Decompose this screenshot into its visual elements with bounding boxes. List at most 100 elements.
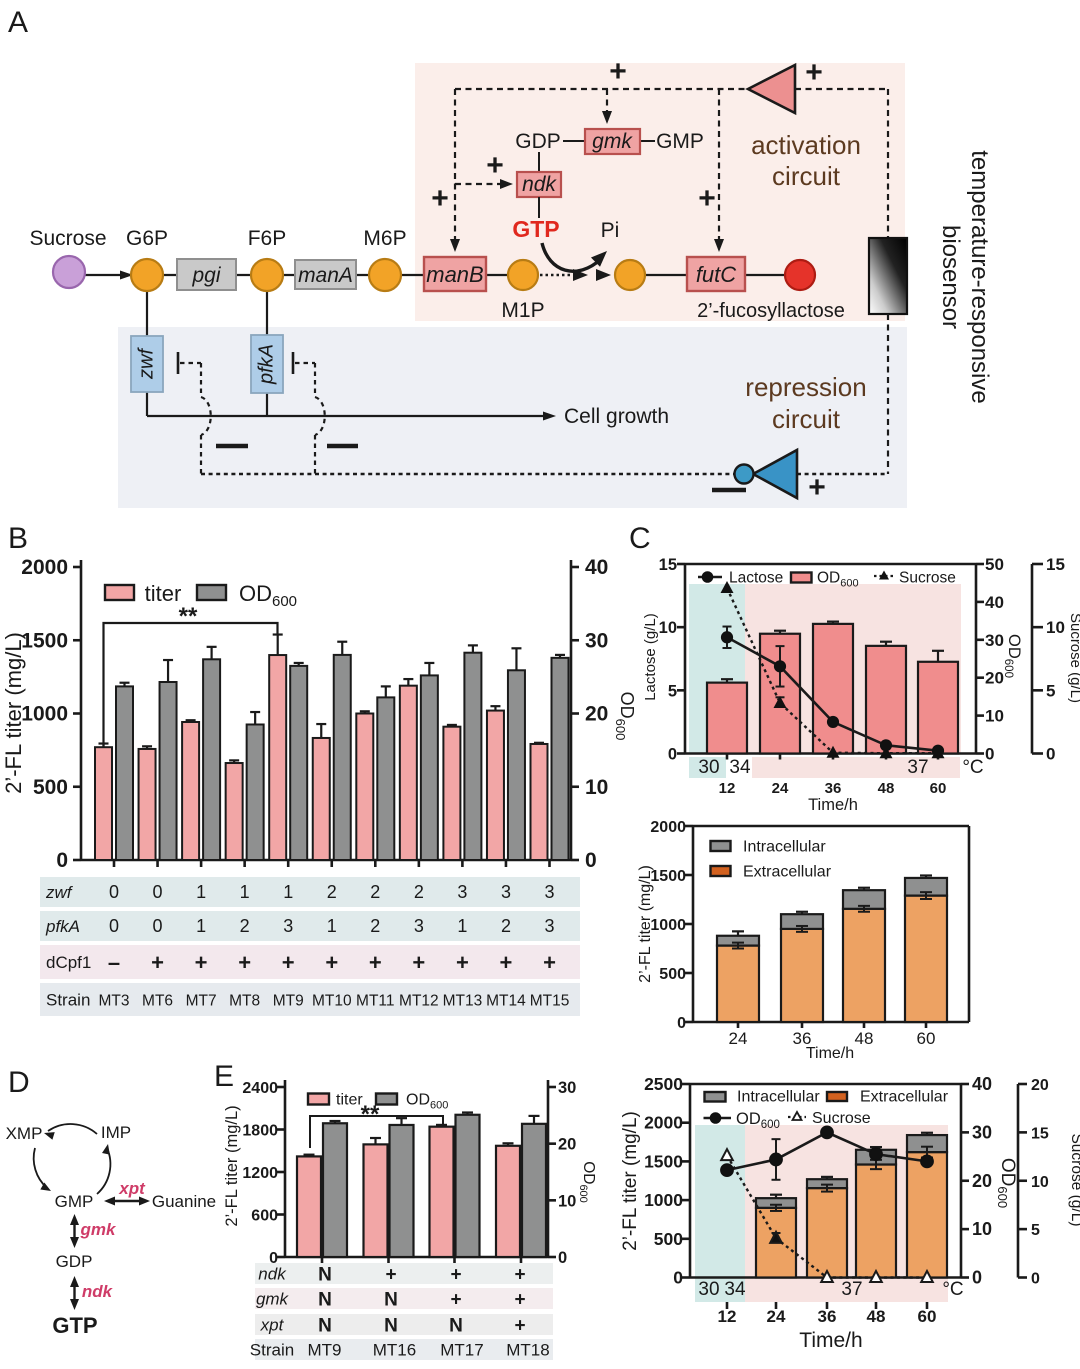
svg-text:10: 10	[659, 619, 677, 637]
svg-text:48: 48	[867, 1307, 886, 1326]
svg-text:0: 0	[56, 849, 68, 872]
svg-text:1800: 1800	[242, 1123, 278, 1140]
svg-text:GMP: GMP	[55, 1192, 94, 1211]
svg-text:0: 0	[153, 882, 163, 902]
svg-text:futC: futC	[696, 262, 736, 287]
svg-text:30: 30	[698, 757, 719, 778]
svg-text:10: 10	[1031, 1174, 1049, 1191]
svg-text:0: 0	[985, 745, 994, 764]
svg-text:MT17: MT17	[440, 1341, 483, 1360]
svg-text:Intracellular: Intracellular	[737, 1089, 820, 1106]
svg-text:+: +	[609, 55, 627, 88]
svg-text:N: N	[384, 1316, 398, 1337]
svg-text:°C: °C	[962, 757, 983, 778]
svg-text:0: 0	[1046, 745, 1055, 764]
svg-text:0: 0	[677, 1015, 686, 1032]
svg-text:F6P: F6P	[248, 227, 287, 250]
svg-text:0: 0	[972, 1268, 982, 1288]
svg-text:10: 10	[1046, 618, 1065, 637]
svg-text:Time/h: Time/h	[808, 796, 858, 814]
svg-text:+: +	[698, 182, 716, 215]
svg-text:40: 40	[985, 593, 1004, 612]
svg-text:MT10: MT10	[312, 993, 352, 1010]
svg-text:M1P: M1P	[501, 299, 544, 322]
svg-text:60: 60	[930, 780, 947, 797]
svg-text:36: 36	[793, 1029, 812, 1048]
svg-text:3: 3	[414, 916, 424, 936]
svg-text:10: 10	[972, 1219, 992, 1239]
svg-text:10: 10	[985, 707, 1004, 726]
svg-text:N: N	[318, 1265, 332, 1286]
svg-text:12: 12	[718, 1307, 737, 1326]
svg-text:2’-FL titer (mg/L): 2’-FL titer (mg/L)	[620, 1111, 641, 1251]
svg-text:E: E	[214, 1060, 234, 1093]
svg-text:biosensor: biosensor	[937, 225, 964, 329]
svg-text:Lactose (g/L): Lactose (g/L)	[642, 613, 659, 701]
svg-text:2000: 2000	[650, 819, 686, 836]
svg-text:circuit: circuit	[772, 404, 841, 434]
svg-text:pfkA: pfkA	[45, 917, 80, 936]
svg-text:–: –	[108, 950, 120, 975]
svg-text:500: 500	[659, 966, 686, 983]
svg-text:+: +	[543, 950, 556, 975]
svg-text:2: 2	[240, 916, 250, 936]
svg-text:0: 0	[153, 916, 163, 936]
svg-text:37: 37	[841, 1279, 862, 1300]
svg-text:1200: 1200	[242, 1165, 278, 1182]
svg-text:Sucrose (g/L): Sucrose (g/L)	[1067, 613, 1080, 703]
svg-text:+: +	[431, 182, 449, 215]
svg-text:0: 0	[109, 882, 119, 902]
svg-text:+: +	[325, 950, 338, 975]
svg-text:+: +	[514, 1316, 525, 1337]
svg-text:+: +	[450, 1290, 461, 1311]
svg-text:2400: 2400	[242, 1080, 278, 1097]
svg-text:GDP: GDP	[515, 130, 561, 153]
svg-text:30: 30	[585, 629, 608, 652]
svg-text:+: +	[514, 1290, 525, 1311]
svg-text:dCpf1: dCpf1	[46, 953, 91, 972]
svg-text:3: 3	[544, 916, 554, 936]
svg-text:Sucrose: Sucrose	[812, 1110, 871, 1127]
svg-text:30: 30	[972, 1122, 992, 1142]
svg-text:24: 24	[729, 1029, 748, 1048]
svg-text:gmk: gmk	[80, 1220, 118, 1239]
svg-text:12: 12	[719, 780, 736, 797]
svg-text:temperature-responsive: temperature-responsive	[966, 150, 993, 403]
svg-text:20: 20	[985, 669, 1004, 688]
svg-text:Strain: Strain	[46, 991, 90, 1010]
svg-text:A: A	[8, 6, 28, 39]
svg-text:+: +	[385, 1265, 396, 1286]
svg-text:MT11: MT11	[356, 993, 394, 1010]
svg-text:600: 600	[251, 1208, 278, 1225]
svg-text:Intracellular: Intracellular	[743, 839, 826, 856]
svg-text:15: 15	[1031, 1125, 1049, 1142]
svg-text:0: 0	[558, 1249, 567, 1267]
svg-text:**: **	[179, 603, 198, 630]
svg-text:B: B	[8, 522, 28, 555]
svg-text:5: 5	[1046, 681, 1055, 700]
svg-text:0: 0	[668, 746, 677, 764]
svg-text:0: 0	[585, 849, 597, 872]
svg-text:1: 1	[327, 916, 337, 936]
svg-text:pgi: pgi	[191, 264, 221, 287]
svg-text:N: N	[318, 1316, 332, 1337]
svg-text:20: 20	[1031, 1077, 1049, 1094]
svg-text:zwf: zwf	[45, 883, 74, 902]
svg-text:MT13: MT13	[443, 993, 483, 1010]
svg-text:2: 2	[370, 882, 380, 902]
svg-text:+: +	[450, 1265, 461, 1286]
svg-text:MT12: MT12	[399, 993, 439, 1010]
svg-text:1: 1	[196, 916, 206, 936]
svg-text:36: 36	[825, 780, 842, 797]
svg-text:MT15: MT15	[530, 993, 570, 1010]
svg-text:xpt: xpt	[260, 1316, 285, 1335]
svg-text:2000: 2000	[21, 556, 68, 579]
svg-text:Sucrose: Sucrose	[899, 570, 956, 587]
svg-text:+: +	[500, 950, 513, 975]
svg-text:MT3: MT3	[99, 993, 130, 1010]
svg-text:MT16: MT16	[373, 1341, 416, 1360]
svg-text:1: 1	[283, 882, 293, 902]
svg-text:40: 40	[972, 1074, 992, 1094]
svg-text:1: 1	[457, 916, 467, 936]
svg-text:5: 5	[1031, 1222, 1040, 1239]
